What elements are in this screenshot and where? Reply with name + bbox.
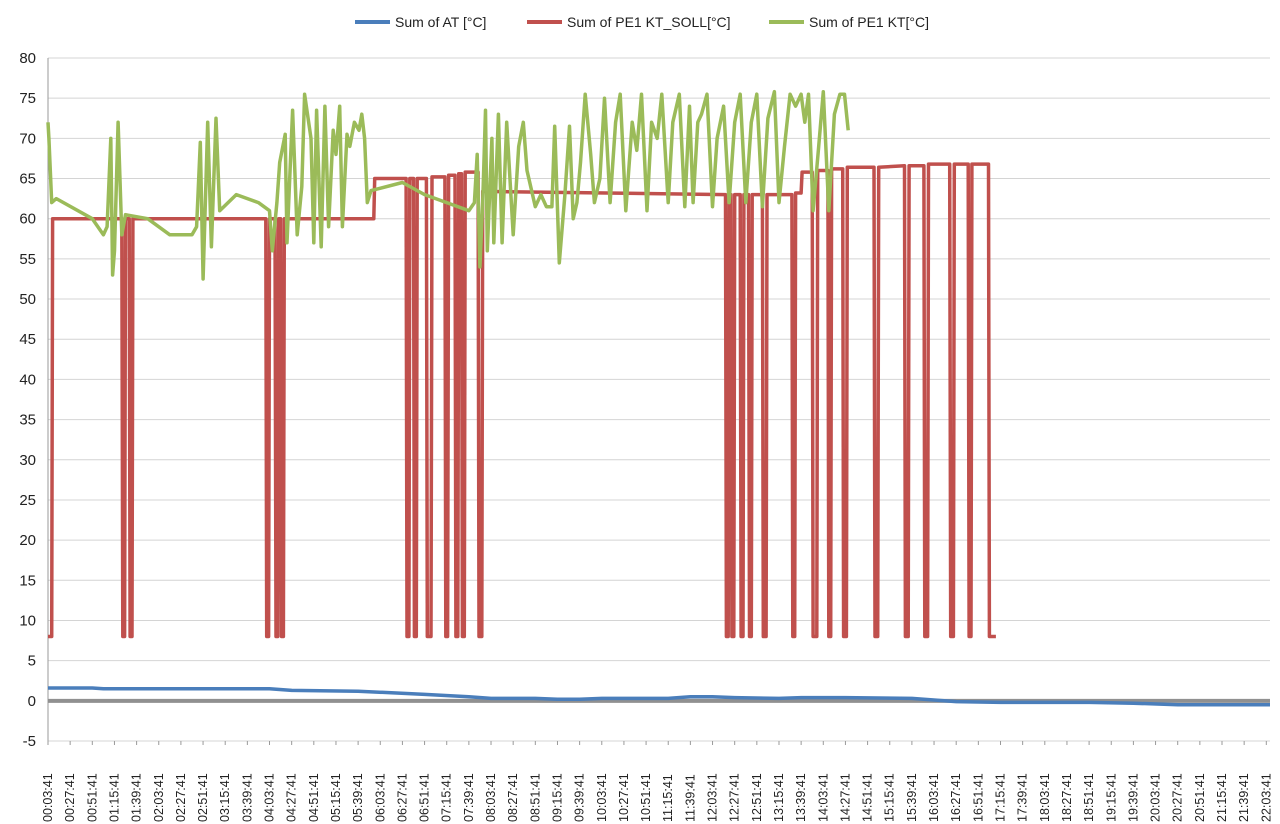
x-tick-label: 18:27:41 — [1060, 773, 1074, 822]
x-tick-label: 03:15:41 — [218, 773, 232, 822]
x-tick-label: 07:39:41 — [462, 773, 476, 822]
y-tick-label: 5 — [28, 653, 36, 670]
x-tick-label: 14:03:41 — [816, 773, 830, 822]
y-tick-label: 50 — [19, 291, 36, 308]
x-tick-label: 00:27:41 — [63, 773, 77, 822]
x-tick-label: 03:39:41 — [240, 773, 254, 822]
x-tick-label: 19:39:41 — [1126, 773, 1140, 822]
x-tick-label: 21:39:41 — [1237, 773, 1251, 822]
x-tick-label: 11:15:41 — [661, 774, 675, 822]
x-tick-label: 06:27:41 — [395, 773, 409, 822]
x-tick-label: 04:27:41 — [285, 773, 299, 822]
x-tick-label: 00:03:41 — [41, 773, 55, 822]
x-tick-label: 02:27:41 — [174, 773, 188, 822]
x-tick-label: 05:39:41 — [351, 773, 365, 822]
x-tick-label: 14:27:41 — [838, 773, 852, 822]
x-tick-label: 08:51:41 — [528, 773, 542, 822]
x-tick-label: 12:51:41 — [750, 773, 764, 822]
x-tick-label: 17:15:41 — [993, 773, 1007, 822]
x-tick-label: 08:27:41 — [506, 773, 520, 822]
x-tick-label: 18:03:41 — [1038, 773, 1052, 822]
x-tick-label: 04:03:41 — [263, 773, 277, 822]
y-tick-label: 60 — [19, 211, 36, 228]
x-tick-label: 19:15:41 — [1104, 773, 1118, 822]
x-tick-label: 16:51:41 — [971, 773, 985, 822]
y-tick-label: 30 — [19, 452, 36, 469]
x-tick-label: 10:51:41 — [639, 773, 653, 822]
y-tick-label: 10 — [19, 612, 36, 629]
x-tick-label: 07:15:41 — [440, 773, 454, 822]
x-tick-label: 16:27:41 — [949, 773, 963, 822]
x-tick-label: 13:39:41 — [794, 773, 808, 822]
x-tick-label: 20:51:41 — [1193, 773, 1207, 822]
x-tick-label: 12:27:41 — [728, 773, 742, 822]
x-tick-label: 15:39:41 — [905, 773, 919, 822]
series-line-2 — [46, 89, 850, 281]
x-tick-label: 06:03:41 — [373, 773, 387, 822]
y-tick-label: 20 — [19, 532, 36, 549]
x-tick-label: 20:03:41 — [1149, 773, 1163, 822]
gridlines — [47, 57, 1270, 742]
x-tick-label: 04:51:41 — [307, 773, 321, 822]
x-tick-label: 02:51:41 — [196, 773, 210, 822]
x-tick-label: 11:39:41 — [683, 774, 697, 822]
x-tick-label: 05:15:41 — [329, 773, 343, 822]
y-tick-label: 25 — [19, 492, 36, 509]
x-tick-label: 20:27:41 — [1171, 773, 1185, 822]
x-tick-label: 08:03:41 — [484, 773, 498, 822]
x-tick-label: 16:03:41 — [927, 773, 941, 822]
x-tick-label: 18:51:41 — [1082, 773, 1096, 822]
y-tick-label: -5 — [23, 733, 36, 750]
y-tick-label: 0 — [28, 693, 36, 710]
y-tick-label: 70 — [19, 130, 36, 147]
y-tick-label: 35 — [19, 412, 36, 429]
x-tick-label: 00:51:41 — [85, 773, 99, 822]
y-tick-label: 75 — [19, 90, 36, 107]
x-tick-label: 10:03:41 — [595, 773, 609, 822]
legend-label: Sum of AT [°C] — [395, 14, 486, 30]
legend-label: Sum of PE1 KT[°C] — [809, 14, 929, 30]
y-tick-label: 40 — [19, 371, 36, 388]
series-line-0 — [48, 686, 1270, 707]
legend: Sum of AT [°C] Sum of PE1 KT_SOLL[°C] Sum … — [355, 14, 929, 30]
x-tick-label: 10:27:41 — [617, 773, 631, 822]
y-tick-label: 80 — [19, 50, 36, 67]
x-tick-label: 01:15:41 — [107, 773, 121, 822]
plot-area — [46, 89, 1270, 707]
y-tick-label: 65 — [19, 171, 36, 188]
y-axis-ticks: -5 0 5 10 15 20 25 30 35 40 45 50 55 60 65 70 75 80 — [19, 50, 36, 750]
x-tick-label: 09:39:41 — [573, 773, 587, 822]
x-tick-label: 01:39:41 — [130, 773, 144, 822]
x-tick-label: 12:03:41 — [706, 773, 720, 822]
x-tick-label: 13:15:41 — [772, 773, 786, 822]
y-tick-label: 45 — [19, 331, 36, 348]
x-tick-label: 02:03:41 — [152, 773, 166, 822]
x-axis-ticks: 00:03:41 00:27:41 00:51:41 01:15:41 01:39:41… — [41, 741, 1273, 822]
x-tick-label: 15:15:41 — [883, 773, 897, 822]
y-tick-label: 15 — [19, 572, 36, 589]
x-tick-label: 22:03:41 — [1259, 773, 1273, 822]
y-tick-label: 55 — [19, 251, 36, 268]
x-tick-label: 17:39:41 — [1016, 773, 1030, 822]
legend-label: Sum of PE1 KT_SOLL[°C] — [567, 14, 731, 30]
x-tick-label: 09:15:41 — [550, 773, 564, 822]
x-tick-label: 21:15:41 — [1215, 773, 1229, 822]
x-tick-label: 14:51:41 — [861, 773, 875, 822]
x-tick-label: 06:51:41 — [418, 773, 432, 822]
